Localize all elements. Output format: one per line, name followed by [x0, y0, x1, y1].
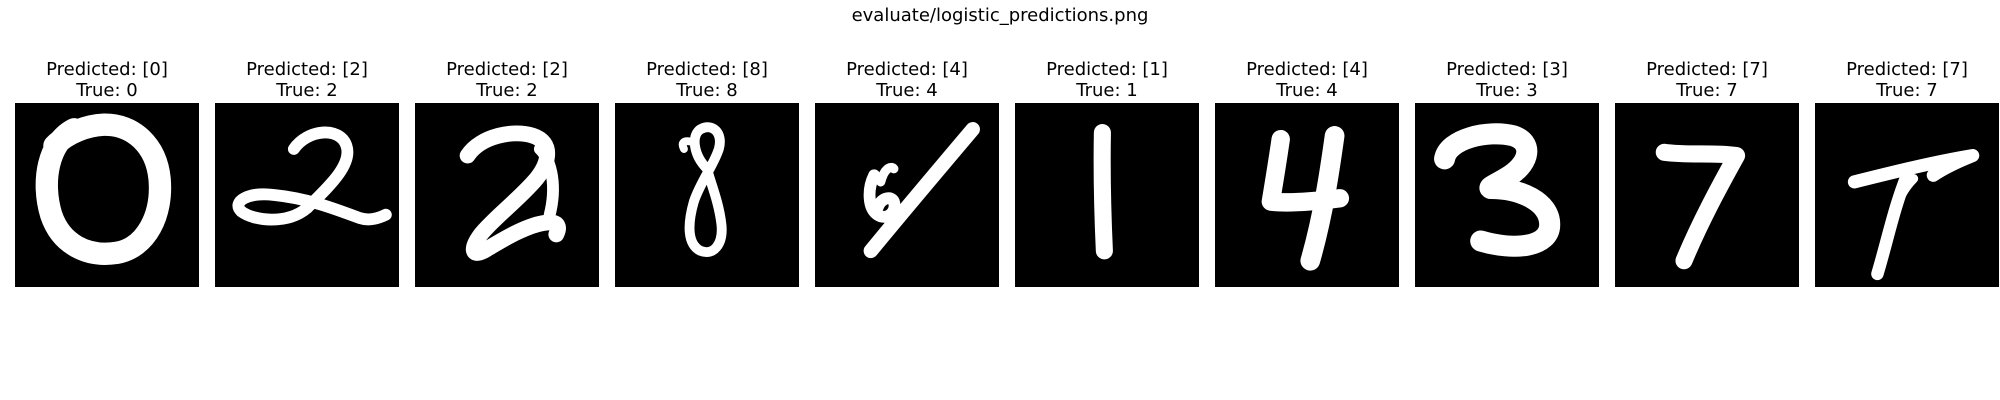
digit-image	[15, 103, 199, 287]
true-label: True: 1	[1076, 80, 1138, 101]
predicted-label: Predicted: [2]	[246, 59, 368, 80]
true-label: True: 2	[476, 80, 538, 101]
predicted-label: Predicted: [4]	[846, 59, 968, 80]
panel-title: Predicted: [2] True: 2	[215, 59, 399, 103]
true-label: True: 0	[76, 80, 138, 101]
prediction-panel-7: Predicted: [4] True: 4	[1215, 59, 1399, 287]
prediction-panel-10: Predicted: [7] True: 7	[1815, 59, 1999, 287]
panel-title: Predicted: [7] True: 7	[1815, 59, 1999, 103]
digit-image	[1415, 103, 1599, 287]
predicted-label: Predicted: [7]	[1646, 59, 1768, 80]
handwritten-digit-4-image	[863, 122, 980, 259]
predicted-label: Predicted: [2]	[446, 59, 568, 80]
handwritten-digit-4-image	[1261, 126, 1350, 271]
handwritten-digit-3-image	[1434, 123, 1561, 257]
panel-title: Predicted: [8] True: 8	[615, 59, 799, 103]
true-label: True: 7	[1676, 80, 1738, 101]
handwritten-digit-0-image	[35, 113, 172, 265]
prediction-panel-1: Predicted: [0] True: 0	[15, 59, 199, 287]
digit-image	[815, 103, 999, 287]
prediction-panel-2: Predicted: [2] True: 2	[215, 59, 399, 287]
handwritten-digit-7-image	[1847, 148, 1980, 281]
panel-title: Predicted: [0] True: 0	[15, 59, 199, 103]
digit-image	[1215, 103, 1399, 287]
prediction-panel-9: Predicted: [7] True: 7	[1615, 59, 1799, 287]
panel-title: Predicted: [7] True: 7	[1615, 59, 1799, 103]
panel-title: Predicted: [2] True: 2	[415, 59, 599, 103]
digit-image	[1015, 103, 1199, 287]
predicted-label: Predicted: [1]	[1046, 59, 1168, 80]
predicted-label: Predicted: [4]	[1246, 59, 1368, 80]
true-label: True: 3	[1476, 80, 1538, 101]
panel-title: Predicted: [1] True: 1	[1015, 59, 1199, 103]
digit-image	[215, 103, 399, 287]
digit-image	[615, 103, 799, 287]
predicted-label: Predicted: [3]	[1446, 59, 1568, 80]
true-label: True: 4	[876, 80, 938, 101]
handwritten-digit-2-image	[459, 125, 566, 261]
digit-image	[1615, 103, 1799, 287]
digit-image	[415, 103, 599, 287]
panel-title: Predicted: [4] True: 4	[1215, 59, 1399, 103]
prediction-panel-4: Predicted: [8] True: 8	[615, 59, 799, 287]
handwritten-digit-1-image	[1093, 124, 1113, 260]
panel-title: Predicted: [3] True: 3	[1415, 59, 1599, 103]
figure-title: evaluate/logistic_predictions.png	[851, 5, 1149, 26]
predicted-label: Predicted: [8]	[646, 59, 768, 80]
prediction-panel-8: Predicted: [3] True: 3	[1415, 59, 1599, 287]
predicted-label: Predicted: [0]	[46, 59, 168, 80]
true-label: True: 4	[1276, 80, 1338, 101]
prediction-panel-3: Predicted: [2] True: 2	[415, 59, 599, 287]
prediction-panel-5: Predicted: [4] True: 4	[815, 59, 999, 287]
handwritten-digit-2-image	[232, 126, 392, 226]
handwritten-digit-8-image	[678, 122, 727, 257]
true-label: True: 8	[676, 80, 738, 101]
true-label: True: 7	[1876, 80, 1938, 101]
panel-title: Predicted: [4] True: 4	[815, 59, 999, 103]
digit-image	[1815, 103, 1999, 287]
handwritten-digit-7-image	[1655, 143, 1746, 270]
true-label: True: 2	[276, 80, 338, 101]
predicted-label: Predicted: [7]	[1846, 59, 1968, 80]
prediction-panel-6: Predicted: [1] True: 1	[1015, 59, 1199, 287]
